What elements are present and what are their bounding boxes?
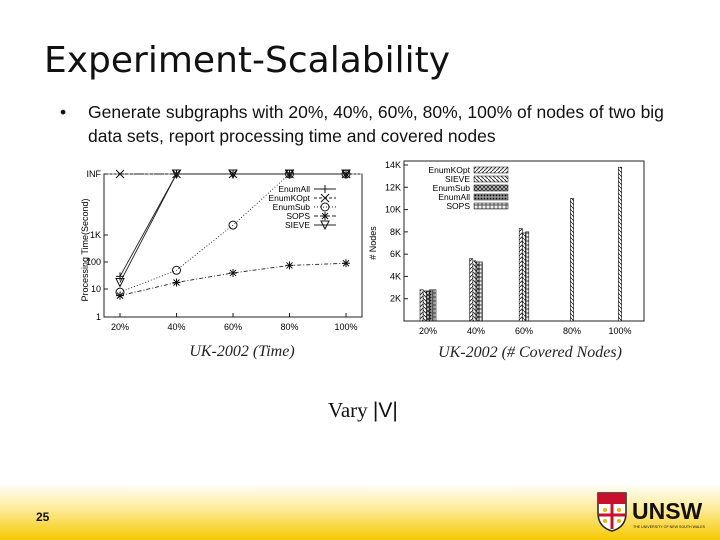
bar-sieve [472,260,477,322]
time-x-tick-label: 20% [111,322,129,332]
series-marker [229,268,237,277]
series-marker [321,212,329,220]
nodes-legend-label: EnumKOpt [428,165,470,175]
nodes-x-tick-label: 100% [608,326,631,336]
bullet-text: Generate subgraphs with 20%, 40%, 60%, 8… [88,102,664,146]
series-marker [115,277,125,288]
logo-text: UNSW [632,498,703,524]
bar-sieve [618,166,622,322]
nodes-y-tick-label: 4K [390,271,401,281]
nodes-x-tick-label: 60% [515,326,533,336]
caption-variable: |V| [372,399,398,422]
time-legend-label: SOPS [286,211,310,221]
time-legend-label: EnumAll [278,184,310,194]
unsw-logo: UNSW THE UNIVERSITY OF NEW SOUTH WALES [597,492,706,532]
slide-title: Experiment-Scalability [44,40,451,81]
nodes-y-tick-label: 12K [385,182,401,192]
time-y-axis-label: Processing Time(Second) [80,198,90,301]
bar-enumkopt [469,258,474,322]
series-marker [342,259,350,268]
time-y-tick-label: INF [87,169,102,179]
nodes-legend-swatch [473,175,509,183]
time-legend-label: SIEVE [285,220,310,230]
nodes-legend-swatch [473,193,509,201]
series-line-enumsub [119,173,346,293]
page-number: 25 [36,510,50,524]
series-marker [228,220,238,230]
nodes-legend-label: SOPS [446,201,470,211]
time-y-tick-label: 1K [90,230,101,240]
caption-vary-v: Vary |V| [328,398,398,423]
time-x-tick-label: 60% [224,322,242,332]
nodes-x-tick-label: 40% [467,326,485,336]
time-y-tick-label: 1 [96,312,101,322]
series-line-sieve [119,173,346,283]
crest-icon [597,492,627,532]
time-x-tick-label: 100% [334,322,357,332]
bar-sieve [570,198,574,322]
time-plot-area: 1 10 100 1K INF 20% 40% 60% 80% 100% EnumAllEnumKO… [86,169,363,332]
bar-sops [432,289,437,322]
time-legend-label: EnumSub [273,202,311,212]
series-marker [284,169,295,180]
nodes-legend-swatch [473,166,509,174]
time-y-tick-label: 10 [91,284,101,294]
bar-sieve [422,290,427,322]
nodes-legend-label: EnumSub [433,183,471,193]
series-marker [115,169,125,179]
series-marker [116,272,124,281]
nodes-x-tick-label: 80% [563,326,581,336]
series-marker [321,185,329,193]
series-marker [171,169,182,180]
series-marker [320,193,330,203]
series-marker [320,220,330,231]
nodes-chart: 2K 4K 6K 8K 10K 12K 14K 20% 40% 60% 80% 100% EnumKOp… [368,160,645,361]
nodes-caption: UK-2002 (# Covered Nodes) [438,344,622,361]
bullet-dot: • [60,102,67,122]
nodes-legend-swatch [473,184,509,192]
series-marker [341,169,351,180]
time-x-tick-label: 80% [280,322,298,332]
bar-enumsub [475,261,480,322]
time-chart: 1 10 100 1K INF 20% 40% 60% 80% 100% EnumAllEnumKO… [80,169,363,360]
bar-sops [478,261,483,322]
nodes-y-axis-label: # Nodes [368,226,378,260]
nodes-legend-label: SIEVE [445,174,470,184]
time-plot-frame [103,173,363,318]
series-marker [172,278,181,287]
bar-enumall [429,289,434,322]
bullet-point: • Generate subgraphs with 20%, 40%, 60%,… [60,100,702,148]
nodes-legend-swatch [473,202,509,210]
series-marker [320,202,330,212]
nodes-y-tick-label: 2K [390,294,401,304]
time-caption: UK-2002 (Time) [189,343,294,360]
nodes-x-tick-label: 20% [419,326,437,336]
bar-enumkopt [419,289,424,322]
bar-enumkopt [518,228,523,322]
time-legend-label: EnumKOpt [268,193,310,203]
series-marker [285,261,294,270]
nodes-y-tick-label: 6K [390,249,401,259]
bar-sops [525,231,530,322]
bar-enumsub [426,290,430,322]
nodes-legend-label: EnumAll [438,192,470,202]
time-x-tick-label: 40% [167,322,185,332]
nodes-y-tick-label: 8K [390,227,401,237]
caption-prefix: Vary [328,398,373,422]
series-line-sops [119,262,347,297]
nodes-plot-area: 2K 4K 6K 8K 10K 12K 14K 20% 40% 60% 80% 100% EnumKOp… [385,160,645,336]
nodes-y-tick-label: 10K [385,205,401,215]
nodes-y-tick-label: 14K [385,160,401,170]
logo-subtext: THE UNIVERSITY OF NEW SOUTH WALES [633,525,706,529]
time-y-tick-label: 100 [86,257,101,267]
bar-sieve [522,232,526,322]
series-marker [228,169,238,180]
series-marker [116,291,124,300]
series-marker [172,265,181,275]
